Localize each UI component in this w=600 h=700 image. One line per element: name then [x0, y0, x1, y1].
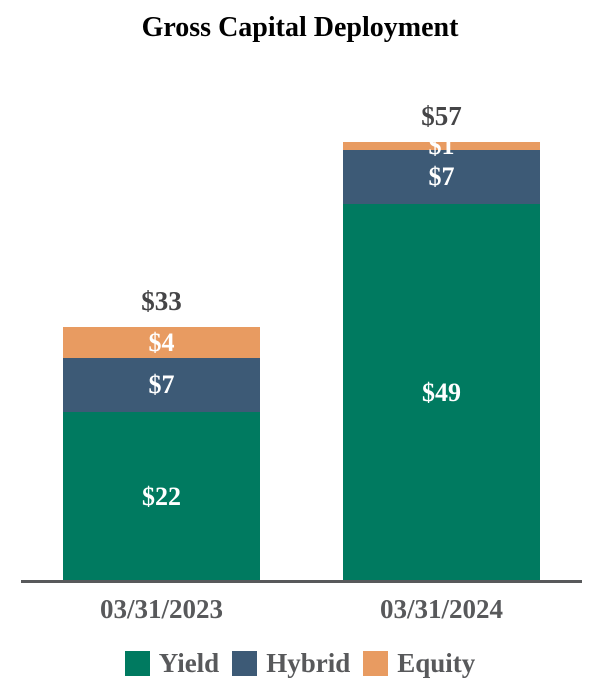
x-axis-line [21, 580, 582, 583]
legend-item-yield: Yield [124, 648, 220, 678]
segment-value-label: $22 [142, 481, 181, 511]
legend-swatch-equity [363, 651, 389, 676]
bar-segment-equity: $4 [63, 327, 260, 358]
legend-item-hybrid: Hybrid [232, 650, 350, 677]
legend-label: Hybrid [266, 648, 351, 678]
bar-segment-equity: $1 [343, 142, 540, 159]
x-axis-label: 03/31/2023 [99, 594, 223, 624]
legend-label: Yield [158, 648, 220, 678]
x-axis-label: 03/31/2024 [379, 594, 503, 624]
bar-total-label: $33 [141, 286, 182, 316]
stacked-bar: $4 $7 $22 [63, 327, 260, 581]
bar-segment-yield: $49 [343, 204, 540, 581]
segment-value-label: $4 [148, 327, 175, 357]
segment-value-label: $49 [422, 377, 461, 407]
segment-value-label: $7 [428, 162, 455, 191]
legend-swatch-yield [124, 651, 150, 676]
bar-total-label: $57 [421, 101, 462, 131]
legend-swatch-hybrid [232, 651, 258, 676]
segment-value-label: $1 [428, 142, 455, 160]
bar-segment-yield: $22 [63, 412, 260, 581]
stacked-bar: $1 $7 $49 [343, 142, 540, 581]
plot-area: $33 $4 $7 $22 $57 $1 $7 $49 [21, 103, 582, 583]
chart-title: Gross Capital Deployment [141, 12, 459, 43]
bar-segment-hybrid: $7 [63, 358, 260, 412]
legend-item-equity: Equity [363, 650, 475, 677]
legend-label: Equity [397, 648, 476, 678]
bar-segment-hybrid: $7 [343, 150, 540, 204]
bar-group-03-31-2024: $57 $1 $7 $49 [343, 103, 540, 581]
legend: Yield Hybrid Equity [0, 650, 600, 677]
bar-group-03-31-2023: $33 $4 $7 $22 [63, 288, 260, 581]
segment-value-label: $7 [148, 370, 175, 399]
